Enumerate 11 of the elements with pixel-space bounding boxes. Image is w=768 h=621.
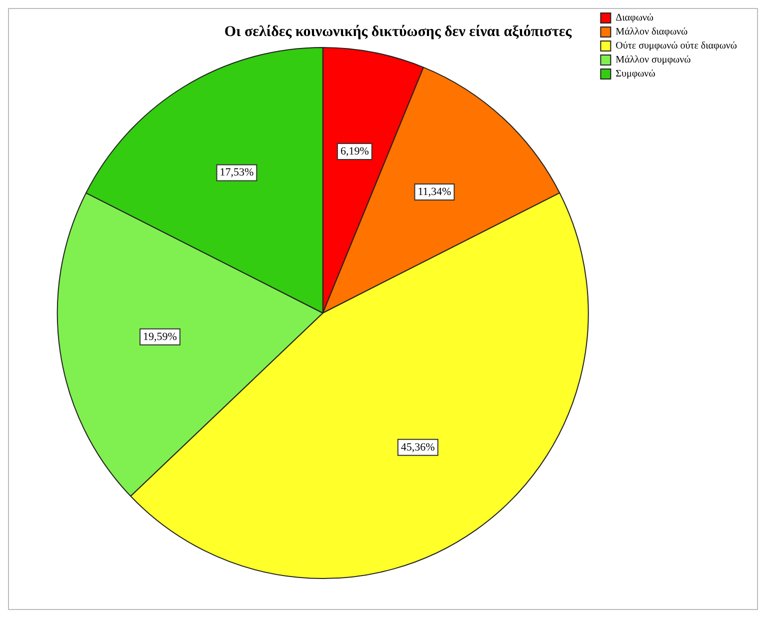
legend-label: Ούτε συμφωνώ ούτε διαφωνώ: [616, 40, 738, 52]
legend-label: Μάλλον συμφωνώ: [616, 54, 692, 66]
legend-label: Συμφωνώ: [616, 68, 656, 80]
data-label: 6,19%: [340, 145, 369, 158]
data-label: 11,34%: [418, 186, 452, 198]
data-label: 45,36%: [400, 441, 435, 454]
legend-label: Διαφωνώ: [616, 12, 654, 24]
legend-label: Μάλλον διαφωνώ: [616, 26, 688, 38]
text: Οι σελίδες κοινωνικής δικτύωσης δεν είναι αξιόπιστες: [224, 24, 572, 40]
data-label: 19,59%: [143, 330, 177, 343]
data-label: 17,53%: [220, 166, 254, 179]
